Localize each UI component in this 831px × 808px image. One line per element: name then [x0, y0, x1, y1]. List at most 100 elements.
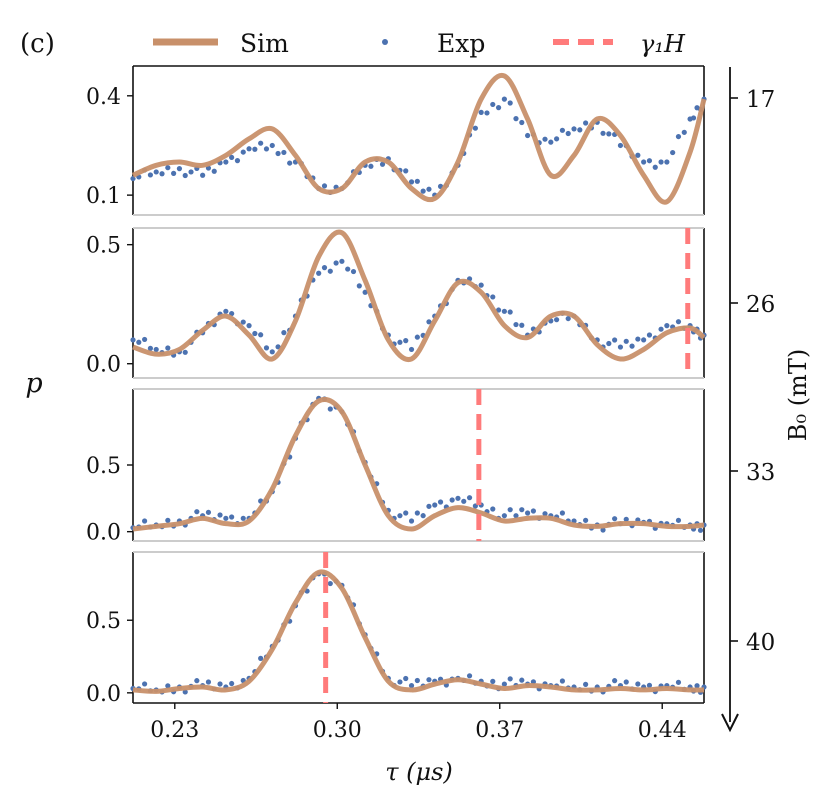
exp-point	[327, 406, 333, 412]
exp-point	[217, 512, 223, 518]
subplot-4: 0.0 0.5	[86, 551, 707, 707]
exp-point	[171, 170, 177, 176]
exp-point	[426, 186, 432, 192]
exp-point	[136, 339, 142, 345]
exp-point	[153, 346, 159, 353]
exp-point	[670, 149, 676, 156]
y-tick-label: 0.0	[86, 353, 121, 378]
exp-point	[646, 682, 653, 688]
y-tick-label: 0.1	[86, 184, 121, 209]
exp-point	[403, 675, 409, 682]
b0-axis-arrowhead	[721, 713, 739, 733]
exp-point	[211, 168, 217, 174]
panel-label: (c)	[20, 29, 55, 59]
legend-sim-label: Sim	[240, 29, 289, 58]
x-tick-label: 0.23	[150, 718, 199, 743]
exp-point	[501, 96, 507, 102]
exp-point	[281, 149, 287, 156]
exp-point	[252, 330, 258, 337]
exp-point	[623, 679, 629, 685]
y-tick-label: 0.5	[86, 454, 121, 479]
exp-point	[449, 497, 455, 503]
exp-point	[583, 681, 589, 687]
exp-point	[426, 503, 432, 509]
exp-point	[519, 119, 525, 126]
exp-point	[234, 158, 241, 164]
exp-point	[223, 159, 229, 165]
exp-point	[658, 326, 664, 332]
exp-point	[432, 502, 438, 508]
exp-point	[321, 265, 328, 271]
sim-line	[132, 396, 705, 532]
sim-line	[132, 569, 705, 694]
exp-point	[542, 136, 548, 142]
exp-point	[176, 166, 183, 172]
exp-point	[205, 509, 212, 515]
exp-point	[408, 682, 415, 689]
exp-point	[240, 515, 246, 521]
exp-point	[182, 689, 188, 695]
exp-point	[246, 146, 252, 152]
exp-point	[205, 679, 212, 685]
exp-point	[275, 150, 281, 157]
exp-point	[577, 127, 583, 133]
legend: Sim Exp γ₁H	[153, 29, 686, 58]
exp-point	[646, 158, 653, 164]
x-tick-label: 0.30	[313, 718, 362, 743]
b0-tick-label: 40	[746, 630, 775, 656]
exp-point	[408, 346, 415, 353]
exp-point	[466, 495, 473, 501]
exp-point	[258, 332, 264, 338]
exp-point	[513, 116, 519, 122]
exp-point	[635, 681, 641, 687]
exp-point	[229, 514, 235, 520]
y-tick-label: 0.5	[86, 609, 121, 634]
exp-point	[142, 681, 148, 687]
b0-axis: 17 26 33 40	[721, 67, 775, 733]
exp-point	[501, 513, 507, 519]
exp-point	[507, 676, 513, 682]
exp-point	[339, 258, 345, 264]
exp-point	[635, 336, 641, 342]
exp-point	[697, 527, 704, 533]
exp-point	[507, 507, 513, 513]
exp-point	[623, 516, 629, 522]
exp-point	[316, 270, 322, 276]
exp-point	[321, 183, 328, 189]
exp-point	[455, 495, 461, 501]
exp-point	[530, 508, 536, 514]
exp-point	[345, 266, 351, 272]
y-tick-label: 0.4	[86, 85, 121, 110]
exp-point	[513, 513, 519, 519]
x-axis: 0.23 0.30 0.37 0.44	[150, 703, 687, 743]
exp-point	[629, 343, 635, 349]
exp-point	[606, 131, 612, 137]
exp-scatter	[130, 571, 707, 695]
exp-point	[165, 683, 171, 689]
exp-point	[583, 517, 589, 523]
exp-point	[217, 681, 223, 687]
exp-point	[675, 133, 682, 140]
exp-point	[194, 509, 200, 515]
exp-point	[484, 110, 490, 116]
exp-point	[414, 334, 420, 340]
exp-point	[287, 160, 293, 166]
exp-point	[397, 339, 403, 345]
exp-point	[559, 678, 566, 684]
exp-point	[466, 673, 473, 679]
exp-scatter	[130, 96, 707, 198]
exp-point	[495, 105, 502, 111]
exp-point	[414, 178, 420, 184]
exp-point	[188, 169, 194, 175]
exp-point	[519, 507, 525, 513]
legend-gamma-label: γ₁H	[640, 30, 686, 58]
exp-point	[519, 677, 525, 683]
exp-point	[408, 179, 415, 185]
exp-point	[617, 142, 624, 149]
y-tick-label: 0.0	[86, 682, 121, 707]
b0-axis-label: B₀ (mT)	[784, 349, 812, 441]
exp-point	[258, 655, 264, 661]
exp-point	[490, 678, 496, 684]
y-tick-label: 0.0	[86, 521, 121, 546]
legend-exp-swatch	[382, 39, 388, 45]
